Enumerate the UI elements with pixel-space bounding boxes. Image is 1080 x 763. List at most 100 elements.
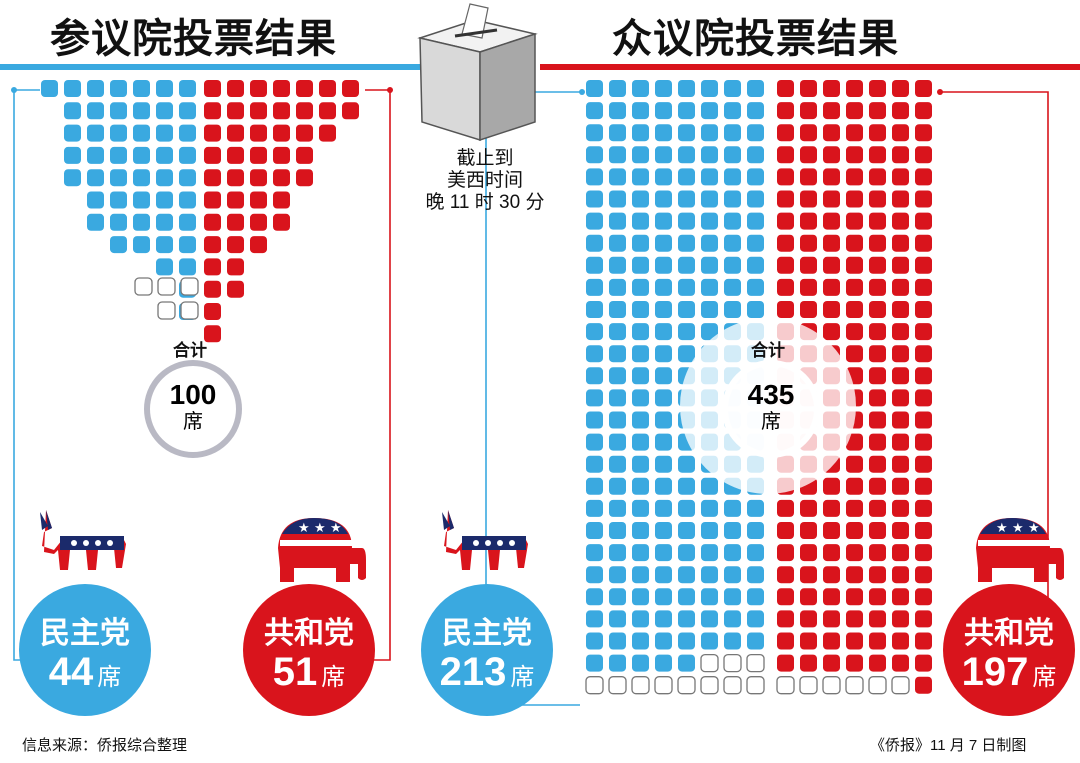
senate-rep-seat [227, 236, 244, 254]
senate-rep-seat [204, 191, 221, 209]
house-dem-seat [586, 190, 603, 208]
house-dem-seat [747, 499, 764, 517]
house-rep-seat [892, 367, 909, 385]
house-dem-seat [586, 278, 603, 296]
house-dem-seat [678, 499, 695, 517]
senate-rep-seat [204, 258, 221, 276]
senate-rep-seat [319, 80, 336, 97]
house-dem-seat [747, 146, 764, 164]
house-dem-seat [632, 278, 649, 296]
house-dem-seat [655, 522, 672, 539]
senate-rep-seat [273, 146, 290, 164]
house-vacant-seat [631, 676, 650, 695]
house-dem-seat [678, 278, 695, 296]
house-dem-seat [586, 610, 603, 628]
timestamp-line: 美西时间 [446, 170, 523, 191]
senate-rep-seat [319, 102, 336, 120]
connector-dot [937, 89, 943, 95]
senate-rep-seat [227, 124, 244, 142]
house-dem-seat [724, 278, 741, 296]
house-dem-seat [655, 588, 672, 606]
house-rep-seat [846, 146, 863, 164]
senate-rep-seat [273, 169, 290, 187]
house-rep-seat [915, 477, 932, 495]
house-dem-seat [724, 632, 741, 650]
timestamp-line: 晚 11 时 30 分 [425, 192, 545, 213]
house-rep-seat [823, 499, 840, 517]
senate-dem-seat [156, 146, 173, 164]
house-dem-seat [701, 190, 718, 208]
house-dem-seat [632, 124, 649, 142]
senate-rep-seat [250, 102, 267, 120]
senate-rep-seat [250, 213, 267, 231]
house-dem-seat [701, 80, 718, 97]
senate-dem-seat-count: 44 [48, 650, 94, 694]
house-rep-seat [800, 256, 817, 274]
house-dem-seat [747, 588, 764, 606]
senate-dem-seat [64, 102, 81, 120]
house-rep-seat [869, 499, 886, 517]
house-dem-seat [724, 168, 741, 186]
house-rep-seat [846, 566, 863, 584]
house-rep-seat [892, 345, 909, 363]
house-rep-seat [892, 80, 909, 97]
house-dem-seat [655, 544, 672, 562]
house-rep-seat [892, 234, 909, 252]
house-rep-seat [869, 190, 886, 208]
house-rep-seat [915, 212, 932, 230]
house-dem-seat [678, 146, 695, 164]
senate-dem-seat [179, 102, 196, 120]
house-dem-seat [632, 102, 649, 120]
house-dem-seat [678, 190, 695, 208]
senate-rep-seat [296, 124, 313, 142]
senate-dem-seat [156, 213, 173, 231]
house-vacant-seat [723, 676, 742, 695]
senate-title: 参议院投票结果 [50, 17, 337, 61]
house-vacant-seat [723, 653, 742, 673]
senate-rep-seat [204, 102, 221, 120]
senate-dem-seat [41, 80, 58, 97]
donkey-icon [442, 510, 528, 570]
senate-rep-seat [273, 213, 290, 231]
senate-dem-seat [133, 80, 150, 97]
house-rep-seat [777, 654, 794, 672]
house-dem-name: 民主党 [442, 617, 532, 650]
senate-rep-seat [342, 102, 359, 120]
house-rep-seat [823, 278, 840, 296]
senate-rep-seat [250, 236, 267, 254]
house-dem-seat [632, 455, 649, 473]
house-rep-seat [800, 278, 817, 296]
house-dem-seat [609, 301, 626, 318]
house-dem-seat [724, 124, 741, 142]
house-dem-seat [678, 522, 695, 539]
house-dem-seat [586, 522, 603, 539]
house-rep-seat [777, 190, 794, 208]
house-rep-seat [915, 367, 932, 385]
senate-vacant-seat [180, 277, 199, 296]
house-dem-seat [724, 102, 741, 120]
house-dem-seat [655, 411, 672, 429]
house-dem-seat [586, 367, 603, 385]
house-rep-connector [940, 91, 1049, 620]
senate-dem-seat [156, 236, 173, 254]
senate-dem-seat [179, 80, 196, 97]
senate-dem-seat [156, 80, 173, 97]
house-dem-seat [632, 323, 649, 341]
house-dem-seat [678, 102, 695, 120]
house-dem-seat [609, 499, 626, 517]
senate-rep-seat [227, 191, 244, 209]
house-rep-seat [800, 654, 817, 672]
house-dem-seat [586, 146, 603, 164]
house-dem-seat [632, 146, 649, 164]
house-vacant-seat [891, 676, 910, 695]
house-rep-seat [915, 654, 932, 672]
house-dem-seat [609, 367, 626, 385]
senate-rep-seat [273, 80, 290, 97]
senate-dem-seat [156, 169, 173, 187]
house-dem-seat [678, 610, 695, 628]
house-dem-seat [678, 345, 695, 363]
house-rep-seat [777, 610, 794, 628]
house-dem-seats: 213 席 [422, 650, 552, 695]
house-rep-circle [943, 584, 1075, 716]
house-rep-seat [823, 632, 840, 650]
